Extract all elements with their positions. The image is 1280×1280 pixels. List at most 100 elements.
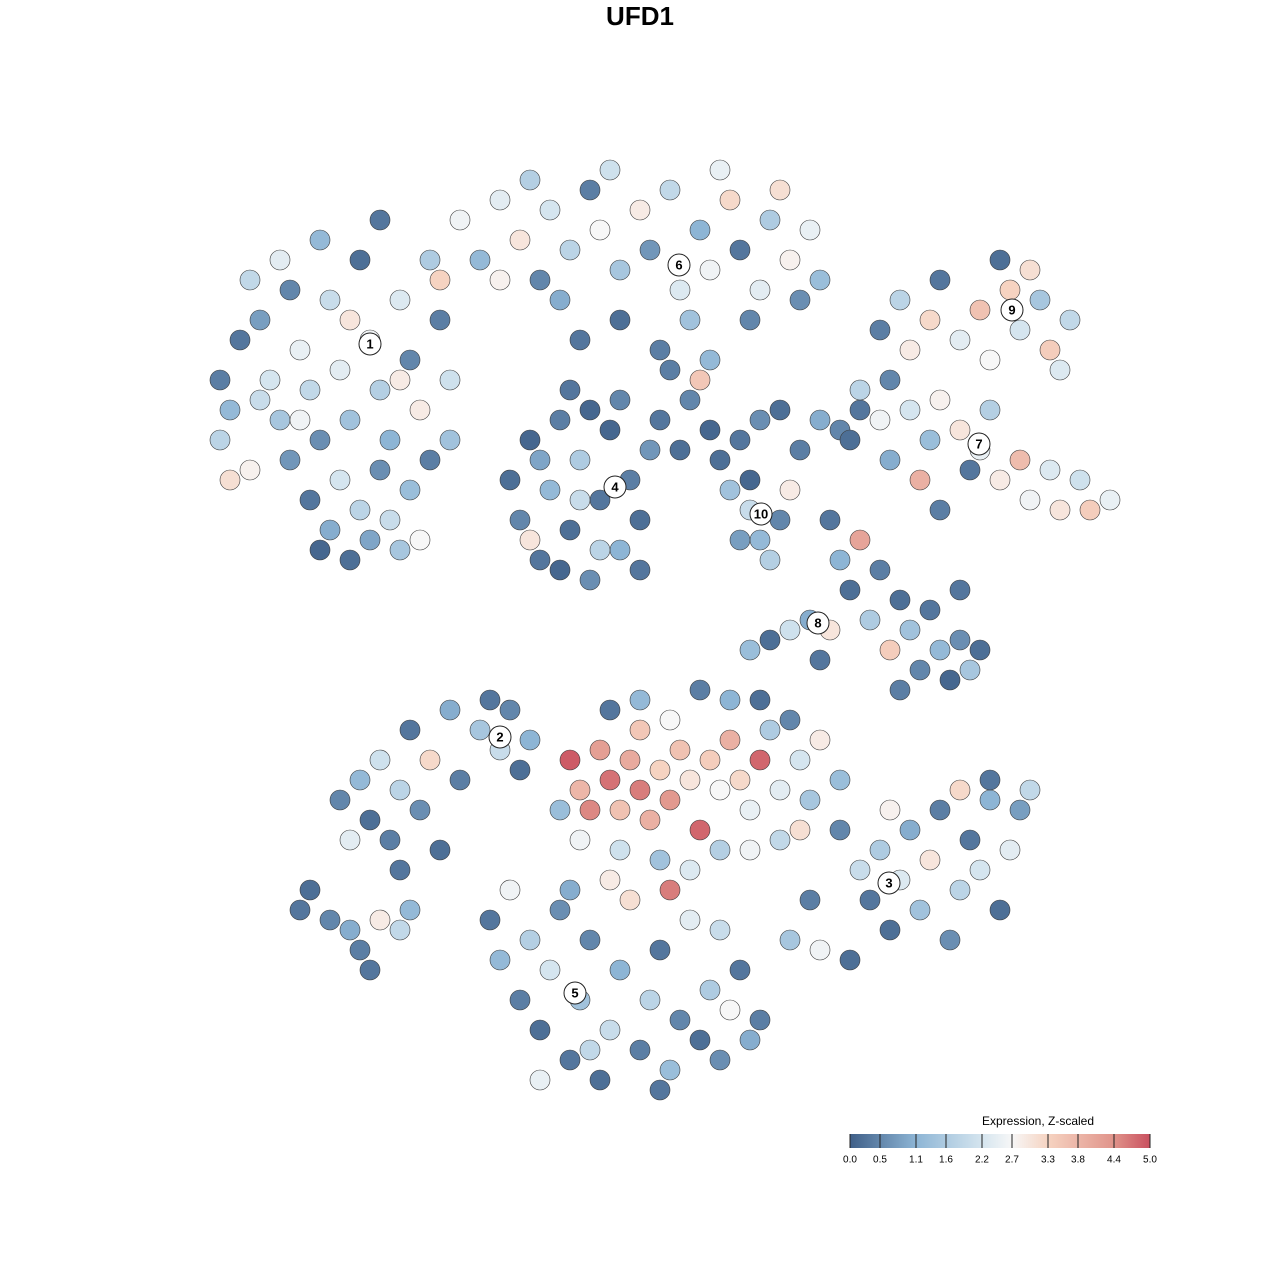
point — [809, 649, 831, 671]
point — [649, 939, 671, 961]
point — [659, 1059, 681, 1081]
point — [769, 399, 791, 421]
point — [649, 849, 671, 871]
point — [529, 269, 551, 291]
point — [279, 449, 301, 471]
point — [239, 269, 261, 291]
point — [589, 739, 611, 761]
point — [739, 1029, 761, 1051]
cluster-label: 5 — [571, 985, 578, 1000]
point — [339, 829, 361, 851]
point — [269, 409, 291, 431]
point — [589, 1069, 611, 1091]
point — [889, 589, 911, 611]
point — [649, 409, 671, 431]
point — [909, 659, 931, 681]
point — [859, 609, 881, 631]
cluster-badge — [488, 725, 512, 749]
point — [949, 329, 971, 351]
point — [979, 769, 1001, 791]
colorbar — [850, 1134, 1150, 1148]
point — [379, 829, 401, 851]
point — [949, 779, 971, 801]
point — [629, 1039, 651, 1061]
point — [609, 839, 631, 861]
point — [549, 409, 571, 431]
point — [639, 809, 661, 831]
point — [469, 249, 491, 271]
point — [789, 439, 811, 461]
point — [289, 339, 311, 361]
point — [999, 279, 1021, 301]
point — [779, 619, 801, 641]
point — [639, 239, 661, 261]
point — [579, 1039, 601, 1061]
point — [849, 859, 871, 881]
point — [509, 509, 531, 531]
point — [259, 369, 281, 391]
point — [629, 779, 651, 801]
point — [509, 759, 531, 781]
point — [1009, 319, 1031, 341]
point — [909, 899, 931, 921]
point — [809, 269, 831, 291]
point — [549, 289, 571, 311]
point — [309, 539, 331, 561]
point — [999, 839, 1021, 861]
point — [499, 699, 521, 721]
point — [969, 299, 991, 321]
point — [979, 789, 1001, 811]
point — [559, 239, 581, 261]
point — [879, 639, 901, 661]
point — [309, 429, 331, 451]
cluster-label: 3 — [885, 875, 892, 890]
point — [749, 749, 771, 771]
point — [699, 419, 721, 441]
point — [919, 309, 941, 331]
point — [559, 749, 581, 771]
point — [389, 289, 411, 311]
point — [519, 529, 541, 551]
point — [679, 769, 701, 791]
point — [429, 839, 451, 861]
point — [219, 469, 241, 491]
point — [369, 749, 391, 771]
point — [499, 469, 521, 491]
point — [679, 389, 701, 411]
point — [569, 829, 591, 851]
point — [479, 909, 501, 931]
point — [489, 189, 511, 211]
point — [1099, 489, 1121, 511]
point — [709, 1049, 731, 1071]
point — [609, 259, 631, 281]
colorbar-tick-label: 0.0 — [843, 1155, 857, 1166]
point — [489, 949, 511, 971]
point — [579, 179, 601, 201]
point — [359, 529, 381, 551]
point — [659, 789, 681, 811]
point — [689, 369, 711, 391]
point — [1019, 779, 1041, 801]
point — [819, 509, 841, 531]
point — [809, 729, 831, 751]
point — [529, 1019, 551, 1041]
point — [749, 689, 771, 711]
point — [659, 879, 681, 901]
point — [899, 399, 921, 421]
point — [889, 679, 911, 701]
point — [379, 429, 401, 451]
point — [939, 669, 961, 691]
point — [509, 989, 531, 1011]
point — [739, 799, 761, 821]
point — [579, 799, 601, 821]
point — [969, 859, 991, 881]
point — [709, 779, 731, 801]
point — [579, 399, 601, 421]
point — [789, 819, 811, 841]
point — [219, 399, 241, 421]
cluster-badge — [563, 981, 587, 1005]
point — [799, 789, 821, 811]
colorbar-tick-label: 2.2 — [975, 1155, 989, 1166]
point — [209, 429, 231, 451]
